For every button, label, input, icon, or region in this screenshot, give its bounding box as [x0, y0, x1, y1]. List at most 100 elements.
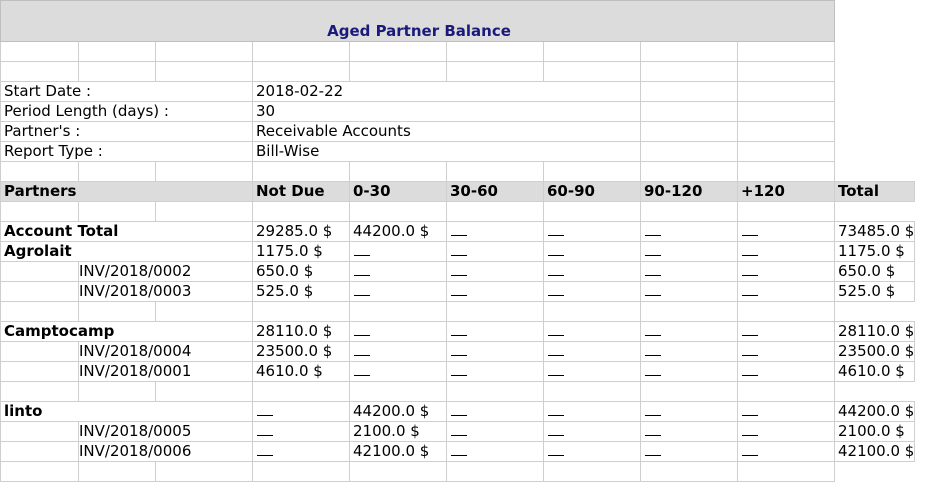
- amount-p120[interactable]: [737, 361, 835, 382]
- amount-not-due[interactable]: 650.0 $: [252, 261, 350, 282]
- cell[interactable]: [78, 161, 156, 182]
- amount-p0-30[interactable]: [349, 241, 447, 262]
- cell[interactable]: [0, 461, 79, 482]
- cell[interactable]: [737, 201, 835, 222]
- amount-p90-120[interactable]: [640, 281, 738, 302]
- cell[interactable]: [349, 301, 447, 322]
- amount-p30-60[interactable]: [446, 361, 544, 382]
- amount-p60-90[interactable]: [543, 361, 641, 382]
- cell[interactable]: [640, 161, 738, 182]
- amount-p120[interactable]: [737, 321, 835, 342]
- cell[interactable]: [252, 461, 350, 482]
- cell[interactable]: [737, 121, 835, 142]
- cell[interactable]: [78, 461, 156, 482]
- info-value[interactable]: 30: [252, 101, 641, 122]
- header-total[interactable]: Total: [833, 181, 916, 202]
- amount-p30-60[interactable]: [446, 241, 544, 262]
- partner-name[interactable]: Camptocamp: [0, 321, 253, 342]
- amount-p0-30[interactable]: [349, 341, 447, 362]
- cell[interactable]: [640, 301, 738, 322]
- info-label[interactable]: Period Length (days) :: [0, 101, 253, 122]
- cell[interactable]: [155, 61, 253, 82]
- amount-p120[interactable]: [737, 281, 835, 302]
- amount-total[interactable]: 28110.0 $: [833, 321, 916, 342]
- invoice-number[interactable]: INV/2018/0006: [78, 441, 253, 462]
- cell[interactable]: [446, 381, 544, 402]
- amount-p0-30[interactable]: 44200.0 $: [349, 221, 447, 242]
- cell[interactable]: [640, 461, 738, 482]
- cell[interactable]: [155, 41, 253, 62]
- cell[interactable]: [78, 61, 156, 82]
- amount-p30-60[interactable]: [446, 321, 544, 342]
- header-0-30[interactable]: 0-30: [349, 181, 447, 202]
- cell[interactable]: [252, 61, 350, 82]
- invoice-number[interactable]: INV/2018/0004: [78, 341, 253, 362]
- header-not-due[interactable]: Not Due: [252, 181, 350, 202]
- cell[interactable]: [155, 161, 253, 182]
- amount-p0-30[interactable]: [349, 361, 447, 382]
- amount-p30-60[interactable]: [446, 401, 544, 422]
- cell[interactable]: [446, 161, 544, 182]
- amount-p90-120[interactable]: [640, 261, 738, 282]
- cell[interactable]: [737, 81, 835, 102]
- partner-name[interactable]: Agrolait: [0, 241, 253, 262]
- cell[interactable]: [78, 381, 156, 402]
- cell[interactable]: [0, 261, 79, 282]
- amount-not-due[interactable]: 28110.0 $: [252, 321, 350, 342]
- amount-p90-120[interactable]: [640, 401, 738, 422]
- cell[interactable]: [737, 41, 835, 62]
- cell[interactable]: [446, 41, 544, 62]
- amount-p60-90[interactable]: [543, 441, 641, 462]
- amount-not-due[interactable]: 525.0 $: [252, 281, 350, 302]
- cell[interactable]: [640, 61, 738, 82]
- cell[interactable]: [155, 461, 253, 482]
- info-value[interactable]: 2018-02-22: [252, 81, 641, 102]
- cell[interactable]: [737, 461, 835, 482]
- cell[interactable]: [446, 201, 544, 222]
- amount-p60-90[interactable]: [543, 261, 641, 282]
- cell[interactable]: [640, 381, 738, 402]
- cell[interactable]: [252, 201, 350, 222]
- cell[interactable]: [640, 121, 738, 142]
- amount-total[interactable]: 42100.0 $: [833, 441, 916, 462]
- cell[interactable]: [349, 61, 447, 82]
- partner-name[interactable]: linto: [0, 401, 253, 422]
- amount-p0-30[interactable]: [349, 321, 447, 342]
- amount-total[interactable]: 525.0 $: [833, 281, 916, 302]
- partner-name[interactable]: Account Total: [0, 221, 253, 242]
- cell[interactable]: [349, 461, 447, 482]
- amount-p30-60[interactable]: [446, 441, 544, 462]
- cell[interactable]: [78, 41, 156, 62]
- amount-total[interactable]: 73485.0 $: [833, 221, 916, 242]
- amount-not-due[interactable]: 4610.0 $: [252, 361, 350, 382]
- header-partners[interactable]: Partners: [0, 181, 253, 202]
- amount-p60-90[interactable]: [543, 321, 641, 342]
- invoice-number[interactable]: INV/2018/0001: [78, 361, 253, 382]
- cell[interactable]: [0, 341, 79, 362]
- amount-p30-60[interactable]: [446, 341, 544, 362]
- amount-p0-30[interactable]: [349, 261, 447, 282]
- cell[interactable]: [0, 41, 79, 62]
- cell[interactable]: [446, 461, 544, 482]
- amount-p90-120[interactable]: [640, 321, 738, 342]
- cell[interactable]: [0, 161, 79, 182]
- cell[interactable]: [252, 381, 350, 402]
- cell[interactable]: [349, 41, 447, 62]
- cell[interactable]: [737, 381, 835, 402]
- cell[interactable]: [155, 381, 253, 402]
- amount-p120[interactable]: [737, 261, 835, 282]
- amount-p30-60[interactable]: [446, 421, 544, 442]
- cell[interactable]: [0, 361, 79, 382]
- invoice-number[interactable]: INV/2018/0002: [78, 261, 253, 282]
- amount-not-due[interactable]: 29285.0 $: [252, 221, 350, 242]
- cell[interactable]: [0, 61, 79, 82]
- amount-total[interactable]: 4610.0 $: [833, 361, 916, 382]
- cell[interactable]: [0, 441, 79, 462]
- amount-p60-90[interactable]: [543, 401, 641, 422]
- header-60-90[interactable]: 60-90: [543, 181, 641, 202]
- amount-p120[interactable]: [737, 441, 835, 462]
- amount-p120[interactable]: [737, 341, 835, 362]
- amount-not-due[interactable]: [252, 401, 350, 422]
- amount-p90-120[interactable]: [640, 361, 738, 382]
- amount-p90-120[interactable]: [640, 341, 738, 362]
